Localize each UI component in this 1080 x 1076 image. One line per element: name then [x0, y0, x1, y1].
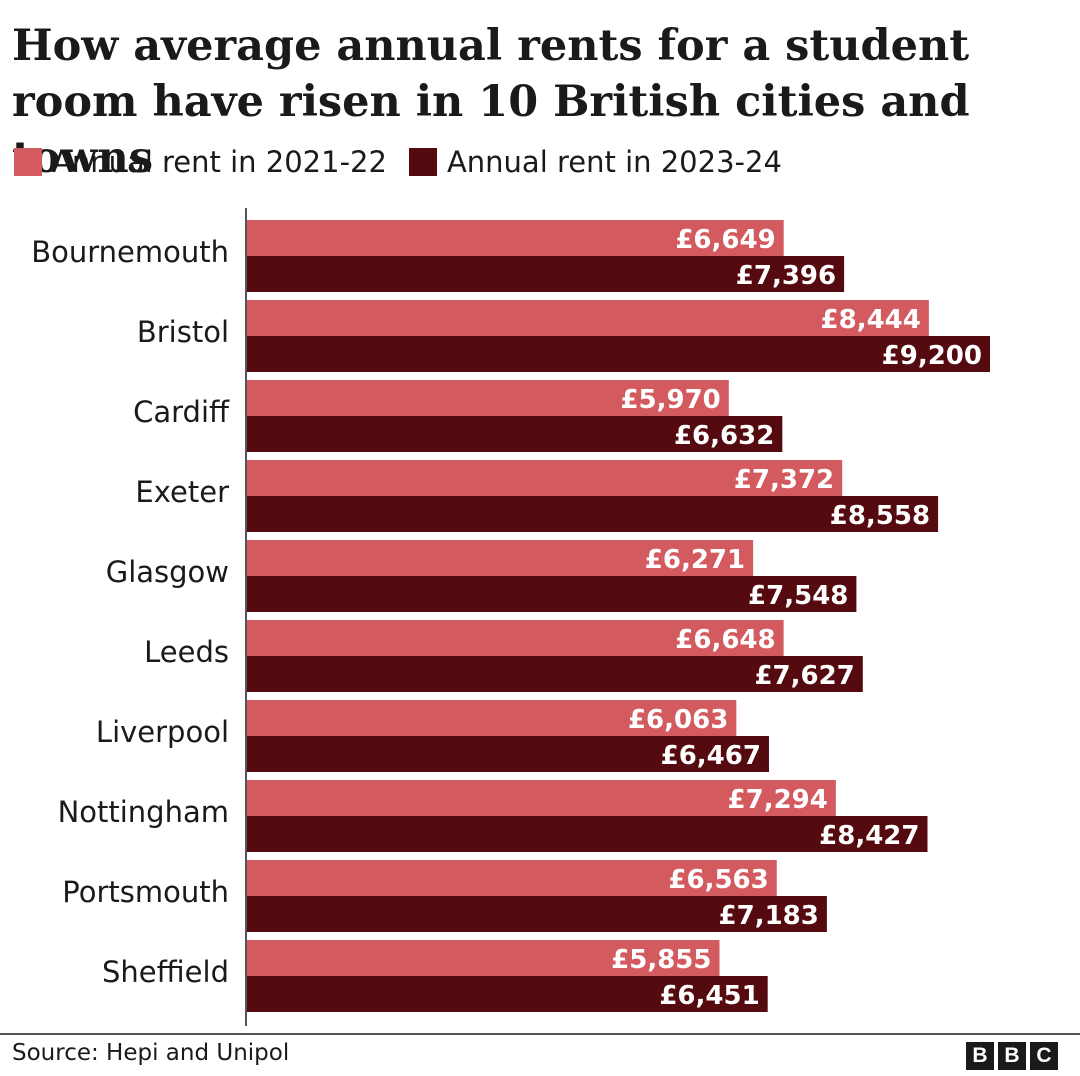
bar-leeds-2021-22 [246, 620, 784, 656]
data-label-cardiff-2021-22: £5,970 [620, 385, 720, 415]
legend-item-2023-24: Annual rent in 2023-24 [408, 145, 782, 179]
data-label-exeter-2023-24: £8,558 [830, 501, 930, 531]
legend-swatch-2021-22 [14, 148, 42, 176]
data-label-portsmouth-2023-24: £7,183 [719, 901, 819, 931]
logo-letter-b2: B [998, 1042, 1026, 1070]
data-label-sheffield-2023-24: £6,451 [659, 981, 759, 1011]
data-label-glasgow-2021-22: £6,271 [645, 545, 745, 575]
bar-nottingham-2023-24 [246, 816, 928, 852]
bar-portsmouth-2021-22 [246, 860, 777, 896]
data-label-nottingham-2023-24: £8,427 [819, 821, 919, 851]
bar-sheffield-2023-24 [246, 976, 768, 1012]
data-label-sheffield-2021-22: £5,855 [611, 945, 711, 975]
category-label-bristol: Bristol [137, 315, 229, 349]
category-label-bournemouth: Bournemouth [31, 235, 229, 269]
source-note: Source: Hepi and Unipol [12, 1040, 290, 1066]
category-label-nottingham: Nottingham [58, 795, 229, 829]
chart-title: How average annual rents for a student r… [12, 21, 970, 183]
category-label-leeds: Leeds [144, 635, 229, 669]
legend-swatch-2023-24 [408, 148, 437, 176]
bar-glasgow-2021-22 [246, 540, 754, 576]
bar-cardiff-2023-24 [246, 416, 783, 452]
bar-nottingham-2021-22 [246, 780, 836, 816]
footer-divider [0, 1033, 1080, 1035]
data-label-portsmouth-2021-22: £6,563 [668, 865, 768, 895]
bar-exeter-2021-22 [246, 460, 843, 496]
legend-label-2021-22: Annual rent in 2021-22 [52, 145, 387, 179]
data-label-bristol-2021-22: £8,444 [821, 305, 921, 335]
category-label-portsmouth: Portsmouth [62, 875, 229, 909]
data-label-exeter-2021-22: £7,372 [734, 465, 834, 495]
legend-label-2023-24: Annual rent in 2023-24 [446, 145, 782, 179]
bar-leeds-2023-24 [246, 656, 863, 692]
bar-bristol-2023-24 [246, 336, 990, 372]
bar-liverpool-2023-24 [246, 736, 769, 772]
data-label-bristol-2023-24: £9,200 [882, 341, 982, 371]
data-label-leeds-2023-24: £7,627 [754, 661, 854, 691]
bar-sheffield-2021-22 [246, 940, 720, 976]
category-label-sheffield: Sheffield [102, 955, 229, 989]
category-label-glasgow: Glasgow [106, 555, 229, 589]
data-label-leeds-2021-22: £6,648 [675, 625, 775, 655]
bar-bournemouth-2021-22 [246, 220, 784, 256]
data-label-nottingham-2021-22: £7,294 [728, 785, 828, 815]
data-label-glasgow-2023-24: £7,548 [748, 581, 848, 611]
bar-glasgow-2023-24 [246, 576, 857, 612]
data-label-cardiff-2023-24: £6,632 [674, 421, 774, 451]
bar-chart: Bournemouth £6,649 £7,396 Bristol £8,444 £9,2… [31, 208, 990, 1026]
category-label-exeter: Exeter [135, 475, 229, 509]
data-label-liverpool-2023-24: £6,467 [661, 741, 761, 771]
logo-letter-b1: B [966, 1042, 994, 1070]
bar-bristol-2021-22 [246, 300, 929, 336]
bbc-logo: B B C [962, 1042, 1058, 1070]
legend-item-2021-22: Annual rent in 2021-22 [14, 145, 387, 179]
logo-letter-c: C [1030, 1042, 1058, 1070]
bar-portsmouth-2023-24 [246, 896, 827, 932]
bar-cardiff-2021-22 [246, 380, 729, 416]
bar-liverpool-2021-22 [246, 700, 737, 736]
bar-bournemouth-2023-24 [246, 256, 845, 292]
category-label-liverpool: Liverpool [96, 715, 229, 749]
data-label-bournemouth-2023-24: £7,396 [736, 261, 836, 291]
data-label-bournemouth-2021-22: £6,649 [675, 225, 775, 255]
bar-exeter-2023-24 [246, 496, 939, 532]
data-label-liverpool-2021-22: £6,063 [628, 705, 728, 735]
legend: Annual rent in 2021-22 Annual rent in 20… [14, 142, 804, 182]
category-label-cardiff: Cardiff [133, 395, 230, 429]
